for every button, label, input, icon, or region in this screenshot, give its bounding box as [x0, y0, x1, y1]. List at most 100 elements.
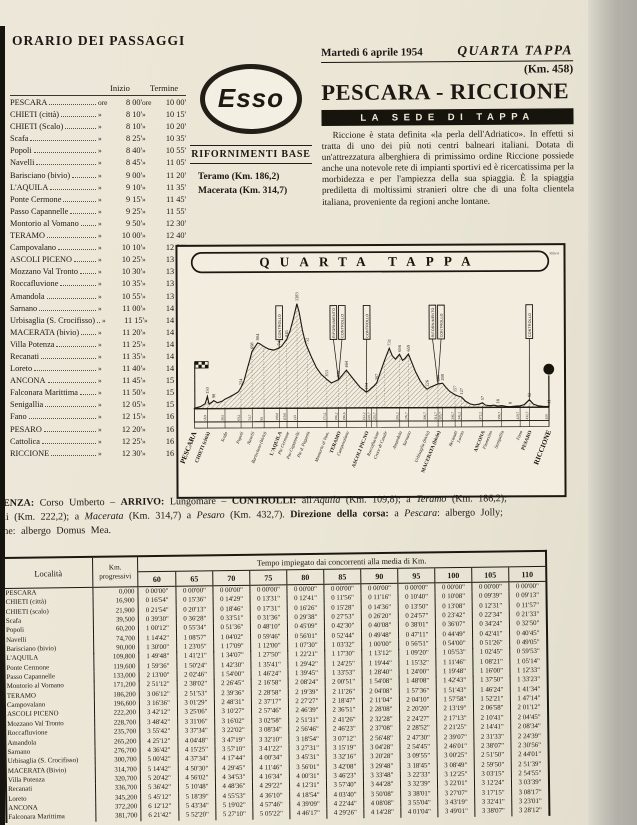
- passage-row: MACERATA (bivio)»11 20'»14 30': [10, 328, 186, 340]
- date-stage-line: Martedì 6 aprile 1954 QUARTA TAPPA: [321, 42, 574, 63]
- axis-km-label: 420,7: [516, 411, 521, 419]
- banner-label: CONTROLLO: [440, 313, 444, 337]
- banner-flag: [337, 305, 346, 340]
- axis-km-label: 196,6: [342, 412, 347, 420]
- axis-km-label: 186,2: [334, 412, 339, 420]
- place-label: Montorio al Vom.: [313, 431, 330, 464]
- axis-km-label: 276,7: [404, 412, 409, 420]
- elevation-label: 464: [344, 360, 349, 367]
- place-label: Sarnano: [402, 430, 413, 447]
- elevation-label: 731: [387, 339, 392, 346]
- termine-time: » 10 35': [142, 134, 186, 143]
- time-prefix: »: [98, 436, 102, 446]
- time-prefix: »: [98, 170, 102, 180]
- banner-flag: [525, 304, 534, 340]
- passage-row: Urbisaglia (S. Crocifisso)»11 15'»14 20': [10, 316, 186, 328]
- time-value: 11 45': [122, 376, 142, 386]
- axis-km-label: 320,7: [438, 412, 443, 420]
- esso-logo-text: Esso: [217, 82, 285, 113]
- place-name: L'AQUILA: [10, 182, 49, 192]
- dot-leader: [72, 176, 96, 178]
- start-flag-square: [198, 364, 202, 369]
- passage-row: ANCONA»11 45'»15 20': [10, 376, 186, 388]
- time-cell: 4 01'04": [400, 807, 438, 818]
- time-value: 10 30': [121, 267, 142, 277]
- time-cell: 3 38'07": [474, 806, 512, 817]
- elevation-label: 254: [238, 378, 243, 385]
- dot-leader: [47, 237, 96, 239]
- time-value: 8 10': [125, 110, 142, 120]
- time-value: 11 05': [166, 158, 186, 168]
- dot-leader: [65, 128, 96, 130]
- time-value: 11 25': [122, 339, 142, 349]
- time-value: 12 30': [165, 218, 186, 228]
- start-flag-square: [195, 361, 199, 365]
- time-value: 10 20': [165, 122, 186, 132]
- place-name: Cattolica: [10, 436, 40, 446]
- orario-name-col-spacer: [10, 83, 98, 93]
- note-segment: Direzione della corsa:: [290, 508, 395, 521]
- axis-km-label: 16,9: [203, 415, 208, 421]
- place-name: ANCONA: [10, 376, 46, 386]
- passage-row: RICCIONE»12 30'»16 35': [10, 449, 186, 461]
- note-segment: Corso Umberto –: [39, 496, 121, 509]
- passage-row: CHIETI (Scalo)» 8 10'» 10 20': [10, 122, 186, 134]
- note-segment: ARRIVO:: [120, 496, 170, 508]
- dot-leader: [46, 297, 96, 299]
- table-body: PESCARA 0,000 0 00'00" 0 00'00" 0 00'00" 0 00…: [4, 581, 549, 823]
- axis-km-label: 458: [545, 414, 549, 420]
- km-progressivi-column-header: Km. progressivi: [92, 557, 139, 587]
- time-prefix: »: [98, 218, 102, 228]
- passage-row: L'AQUILA» 9 10'» 11 35': [10, 183, 186, 195]
- banner-flag: [362, 304, 371, 340]
- time-prefix: »: [98, 146, 102, 156]
- place-name: Mozzano Val Tronto: [10, 267, 79, 277]
- time-prefix: »: [98, 255, 102, 265]
- time-value: 11 15': [124, 315, 145, 325]
- time-prefix: »: [142, 412, 146, 422]
- elevation-label: 353: [324, 369, 329, 376]
- time-value: 9 10': [125, 182, 142, 192]
- time-prefix: »: [142, 231, 146, 241]
- passage-row: Campovalano»10 10'»12 50': [10, 243, 186, 255]
- route-title: PESCARA - RICCIONE: [321, 78, 570, 105]
- speed-col-header: 90: [360, 568, 398, 584]
- dot-leader: [45, 406, 96, 408]
- termine-time: » 11 05': [142, 158, 186, 167]
- inizio-time: » 9 15': [98, 195, 142, 204]
- time-prefix: »: [142, 218, 146, 228]
- termine-time: » 10 15': [142, 110, 186, 119]
- dot-leader: [33, 152, 96, 154]
- place-label: Senigallia: [493, 429, 505, 449]
- passage-row: Loreto»11 40'»14 55': [10, 364, 186, 376]
- inizio-time: » 8 10': [98, 110, 142, 119]
- passage-row: Cattolica»12 25'»16 25': [10, 437, 186, 449]
- time-prefix: »: [142, 376, 146, 386]
- time-prefix: »: [98, 243, 102, 253]
- time-value: 10 15': [165, 110, 186, 120]
- place-name: Scafa: [10, 134, 29, 144]
- time-value: 11 00': [122, 303, 142, 313]
- time-value: 12 05': [121, 400, 142, 410]
- time-cell: 4 14'28": [363, 808, 401, 818]
- time-prefix: »: [98, 351, 102, 361]
- sede-di-tappa-banner: LA SEDE DI TAPPA: [321, 108, 574, 126]
- inizio-time: » 10 10': [98, 243, 142, 252]
- axis-km-label: 222,2: [362, 412, 367, 420]
- time-cell: 3 49'01": [437, 807, 475, 818]
- passage-row: Sarnano»11 00'»14 00': [10, 304, 186, 316]
- place-name: MACERATA (bivio): [10, 327, 80, 337]
- tempo-medie-table: Località Km. progressivi Tempo impiegato…: [2, 549, 551, 823]
- note-segment: Teramo: [416, 493, 447, 506]
- note-segment: (Km. 432,7).: [224, 509, 291, 521]
- passage-row: CHIETI (città)» 8 10'» 10 15': [10, 110, 186, 122]
- passage-row: Mozzano Val Tronto»10 30'»13 20': [10, 267, 186, 279]
- time-prefix: »: [98, 448, 102, 458]
- place-name: Senigallia: [10, 400, 44, 410]
- place-name: PESCARA: [10, 98, 48, 107]
- banner-flag: [275, 305, 284, 341]
- passage-row: Montorio al Vomano» 9 50'» 12 30': [10, 219, 186, 231]
- time-prefix: »: [142, 158, 146, 168]
- time-value: 11 35': [166, 182, 186, 192]
- inizio-time: » 11 45': [98, 376, 142, 385]
